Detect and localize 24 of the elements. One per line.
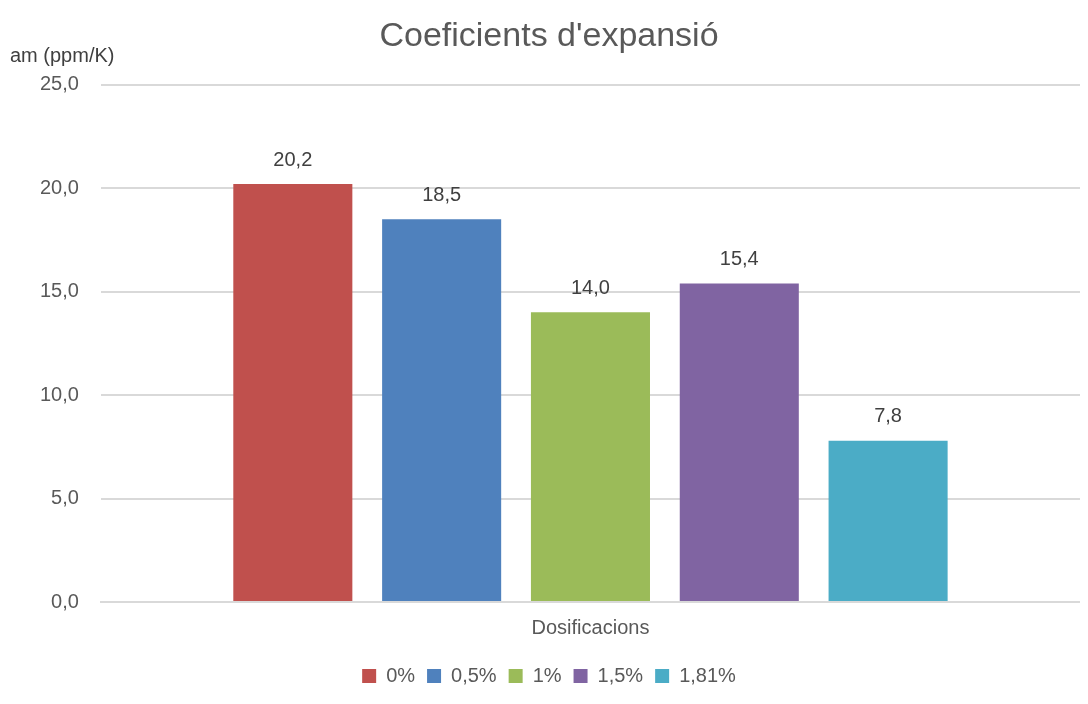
bar (382, 219, 502, 601)
y-tick-label: 25,0 (39, 72, 79, 95)
y-axis-title: am (ppm/K) (10, 43, 115, 66)
legend-label: 1,5% (597, 663, 644, 686)
data-label: 18,5 (422, 182, 462, 205)
data-label: 14,0 (570, 275, 610, 298)
y-tick-label: 0,0 (51, 589, 79, 612)
bar (828, 440, 948, 601)
chart-title: Coeficients d'expansió (379, 14, 719, 53)
data-label: 15,4 (719, 246, 759, 269)
legend-label: 0,5% (451, 663, 497, 686)
y-tick-label: 20,0 (39, 175, 79, 198)
y-tick-label: 15,0 (39, 279, 79, 302)
legend-label: 0% (386, 663, 416, 686)
data-label: 20,2 (273, 147, 313, 170)
bar (233, 184, 353, 601)
data-label: 7,8 (874, 404, 903, 427)
bar (679, 283, 799, 601)
y-tick-label: 5,0 (51, 486, 79, 509)
y-tick-label: 10,0 (39, 382, 79, 405)
legend-label: 1% (532, 663, 562, 686)
bar (530, 312, 650, 601)
legend-label: 1,81% (679, 663, 737, 686)
x-tick-label: Dosificacions (531, 615, 650, 638)
